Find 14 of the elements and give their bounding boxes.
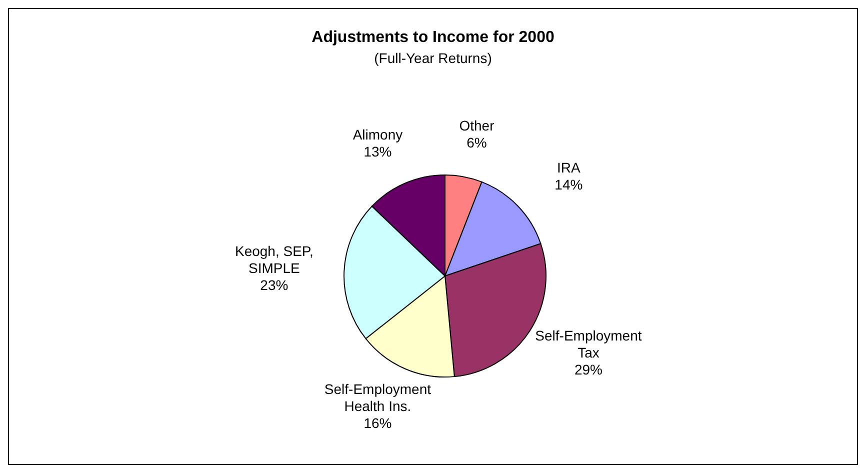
data-label: 13% (364, 144, 392, 160)
slice-label: IRA (557, 159, 582, 176)
chart-title: Adjustments to Income for 2000 (310, 29, 556, 47)
slice-label: Self-Employment Health Ins. (324, 380, 432, 414)
data-label: 29% (574, 361, 602, 378)
data-label: 14% (554, 176, 583, 192)
data-label: 23% (260, 276, 288, 293)
slice-label: Other (459, 117, 495, 134)
slice-label: Self-Employment Tax (535, 327, 642, 360)
slice-label: Keogh, SEP, SIMPLE (235, 242, 314, 276)
slice-label: Alimony (352, 126, 403, 143)
data-label: 6% (466, 134, 487, 150)
data-label: 16% (364, 414, 392, 431)
chart-subtitle: (Full-Year Returns) (373, 50, 493, 66)
